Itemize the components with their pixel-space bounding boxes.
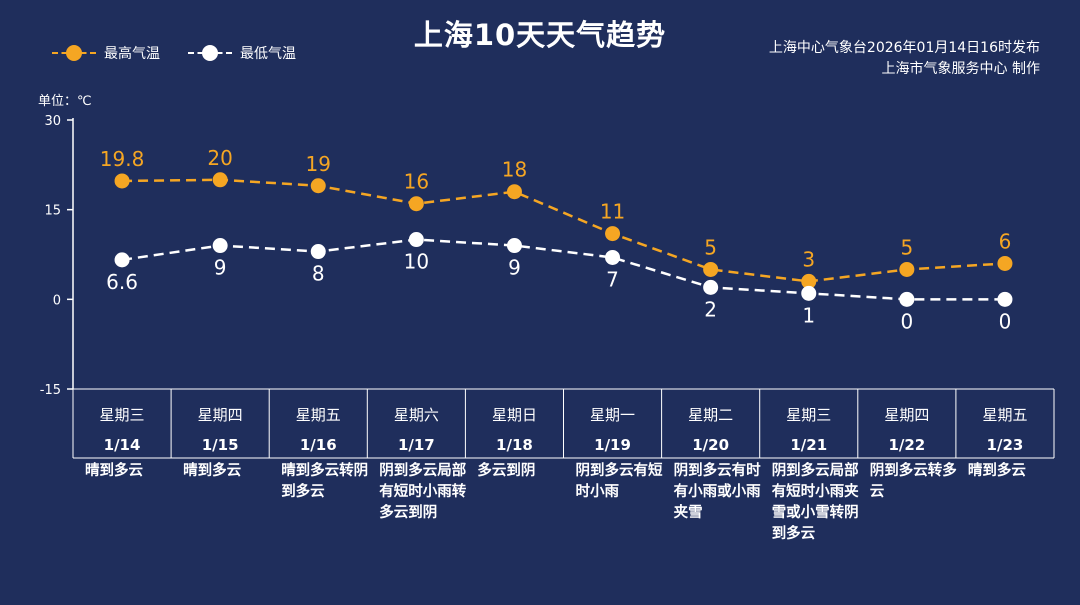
weather-description: 阴到多云局部有短时小雨夹雪或小雪转阴到多云 bbox=[771, 463, 859, 542]
source-line-2: 上海市气象服务中心 制作 bbox=[881, 61, 1040, 77]
high-temp-label: 19.8 bbox=[100, 147, 145, 171]
low-temp-point bbox=[997, 291, 1013, 307]
weekday-label: 星期六 bbox=[394, 406, 439, 424]
weekday-label: 星期四 bbox=[884, 406, 929, 424]
weekday-label: 星期三 bbox=[100, 406, 145, 424]
weather-description: 阴到多云有时有小雨或小雨夹雪 bbox=[673, 463, 761, 521]
high-temp-point bbox=[801, 273, 817, 289]
legend-dot-low bbox=[202, 45, 218, 61]
high-temp-label: 11 bbox=[600, 200, 625, 224]
weather-descriptions: 晴到多云 晴到多云 晴到多云转阴到多云 阴到多云局部有短时小雨转多云到阴 多云到阴 阴到多… bbox=[73, 461, 1054, 601]
high-temp-label: 18 bbox=[502, 158, 527, 182]
low-temp-label: 0 bbox=[999, 309, 1012, 333]
chart-title: 上海10天天气趋势 bbox=[413, 18, 667, 52]
low-temp-label: 9 bbox=[508, 256, 521, 280]
high-temp-point bbox=[506, 184, 522, 200]
low-temp-point bbox=[605, 249, 621, 265]
date-label: 1/20 bbox=[692, 436, 729, 454]
weekday-label: 星期四 bbox=[198, 406, 243, 424]
date-label: 1/22 bbox=[888, 436, 925, 454]
low-temp-label: 10 bbox=[404, 250, 429, 274]
weekday-label: 星期一 bbox=[590, 406, 635, 424]
low-temp-label: 0 bbox=[900, 309, 913, 333]
low-temp-point bbox=[801, 285, 817, 301]
high-temp-line bbox=[122, 178, 1006, 283]
high-temp-point bbox=[408, 196, 424, 212]
legend-label-high: 最高气温 bbox=[104, 46, 160, 62]
low-temp-label: 1 bbox=[802, 303, 815, 327]
high-temp-label: 5 bbox=[900, 235, 913, 259]
low-temp-point bbox=[899, 291, 915, 307]
date-label: 1/17 bbox=[398, 436, 435, 454]
weekday-label: 星期五 bbox=[982, 406, 1027, 424]
high-temp-point bbox=[703, 261, 719, 277]
low-temp-point bbox=[506, 238, 522, 254]
date-label: 1/18 bbox=[496, 436, 533, 454]
low-temp-point bbox=[212, 238, 228, 254]
date-label: 1/14 bbox=[104, 436, 141, 454]
y-tick-label: 30 bbox=[44, 114, 61, 129]
date-label: 1/19 bbox=[594, 436, 631, 454]
low-temp-label: 8 bbox=[312, 262, 325, 286]
y-tick-label: 15 bbox=[44, 204, 61, 219]
weather-description: 阴到多云有短时小雨 bbox=[575, 463, 663, 500]
high-temp-label: 19 bbox=[306, 152, 331, 176]
high-temp-point bbox=[997, 255, 1013, 271]
weekday-label: 星期二 bbox=[688, 406, 733, 424]
high-temp-point bbox=[114, 173, 130, 189]
high-temp-label: 3 bbox=[802, 247, 815, 271]
weather-description: 晴到多云 bbox=[85, 463, 143, 479]
y-tick-label: -15 bbox=[40, 383, 61, 398]
weather-description: 多云到阴 bbox=[477, 463, 536, 479]
date-label: 1/21 bbox=[790, 436, 827, 454]
y-tick-label: 0 bbox=[53, 293, 61, 308]
low-temp-point bbox=[310, 244, 326, 260]
high-temp-label: 20 bbox=[207, 146, 232, 170]
unit-label: 单位：℃ bbox=[38, 94, 92, 109]
high-temp-point bbox=[212, 172, 228, 188]
legend-label-low: 最低气温 bbox=[240, 46, 296, 62]
low-temp-label: 2 bbox=[704, 297, 717, 321]
source-note: 上海中心气象台2026年01月14日16时发布 上海市气象服务中心 制作 bbox=[769, 38, 1040, 80]
weather-description: 晴到多云 bbox=[183, 463, 242, 479]
weather-description: 晴到多云转阴到多云 bbox=[281, 463, 369, 500]
date-label: 1/23 bbox=[987, 436, 1024, 454]
weather-description: 晴到多云 bbox=[967, 463, 1026, 479]
low-temp-label: 9 bbox=[214, 256, 227, 280]
low-temp-line bbox=[121, 238, 1005, 301]
weekday-label: 星期三 bbox=[786, 406, 831, 424]
date-label: 1/16 bbox=[300, 436, 337, 454]
high-temp-label: 16 bbox=[404, 170, 429, 194]
high-temp-point bbox=[605, 226, 621, 242]
weekday-label: 星期五 bbox=[296, 406, 341, 424]
weather-description: 阴到多云局部有短时小雨转多云到阴 bbox=[379, 463, 467, 521]
weather-description: 阴到多云转多云 bbox=[869, 463, 957, 500]
low-temp-point bbox=[703, 279, 719, 295]
legend-dot-high bbox=[66, 45, 82, 61]
high-temp-label: 5 bbox=[704, 235, 717, 259]
low-temp-label: 6.6 bbox=[106, 270, 138, 294]
source-line-1: 上海中心气象台2026年01月14日16时发布 bbox=[768, 40, 1040, 56]
weekday-label: 星期日 bbox=[492, 406, 537, 424]
low-temp-label: 7 bbox=[606, 267, 619, 291]
high-temp-point bbox=[899, 261, 915, 277]
high-temp-point bbox=[310, 178, 326, 194]
low-temp-point bbox=[408, 232, 424, 248]
high-temp-label: 6 bbox=[999, 229, 1012, 253]
low-temp-point bbox=[114, 252, 130, 268]
date-label: 1/15 bbox=[202, 436, 239, 454]
